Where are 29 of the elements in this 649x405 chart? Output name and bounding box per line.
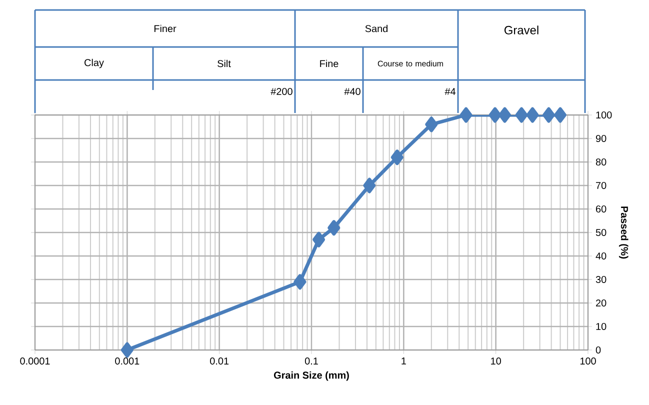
y-tick-label: 60 <box>596 205 606 213</box>
y-tick-label: 0 <box>596 346 601 354</box>
x-tick-label: 1 <box>402 358 406 364</box>
text: Silt <box>218 60 231 68</box>
text: #40 <box>344 88 360 96</box>
text: Clay <box>84 58 104 68</box>
text: #4 <box>444 88 456 95</box>
y-tick-label: 50 <box>596 228 606 236</box>
text: Finer <box>154 24 176 32</box>
y-tick-label: 100 <box>596 111 612 119</box>
text: Fine <box>320 60 338 68</box>
x-axis-title: Grain Size (mm) <box>274 371 349 381</box>
y-tick-label: 10 <box>596 322 606 330</box>
text: #200 <box>270 88 292 96</box>
x-tick-label: 0.001 <box>115 358 140 365</box>
y-tick-label: 80 <box>596 158 606 166</box>
y-tick-label: 20 <box>596 299 606 307</box>
x-tick-label: 0.01 <box>210 358 229 365</box>
y-tick-label: 30 <box>596 276 606 284</box>
y-tick-label: 90 <box>596 134 606 142</box>
x-tick-label: 0.1 <box>304 358 318 365</box>
text: Sand <box>365 24 388 32</box>
x-tick-label: 0.0001 <box>20 358 50 365</box>
y-axis-title: Passed (%) <box>618 206 628 259</box>
y-tick-label: 40 <box>596 252 606 260</box>
x-tick-label: 10 <box>491 358 501 365</box>
text: Gravel <box>504 26 538 34</box>
x-tick-label: 100 <box>580 358 596 365</box>
y-tick-label: 70 <box>596 182 606 190</box>
